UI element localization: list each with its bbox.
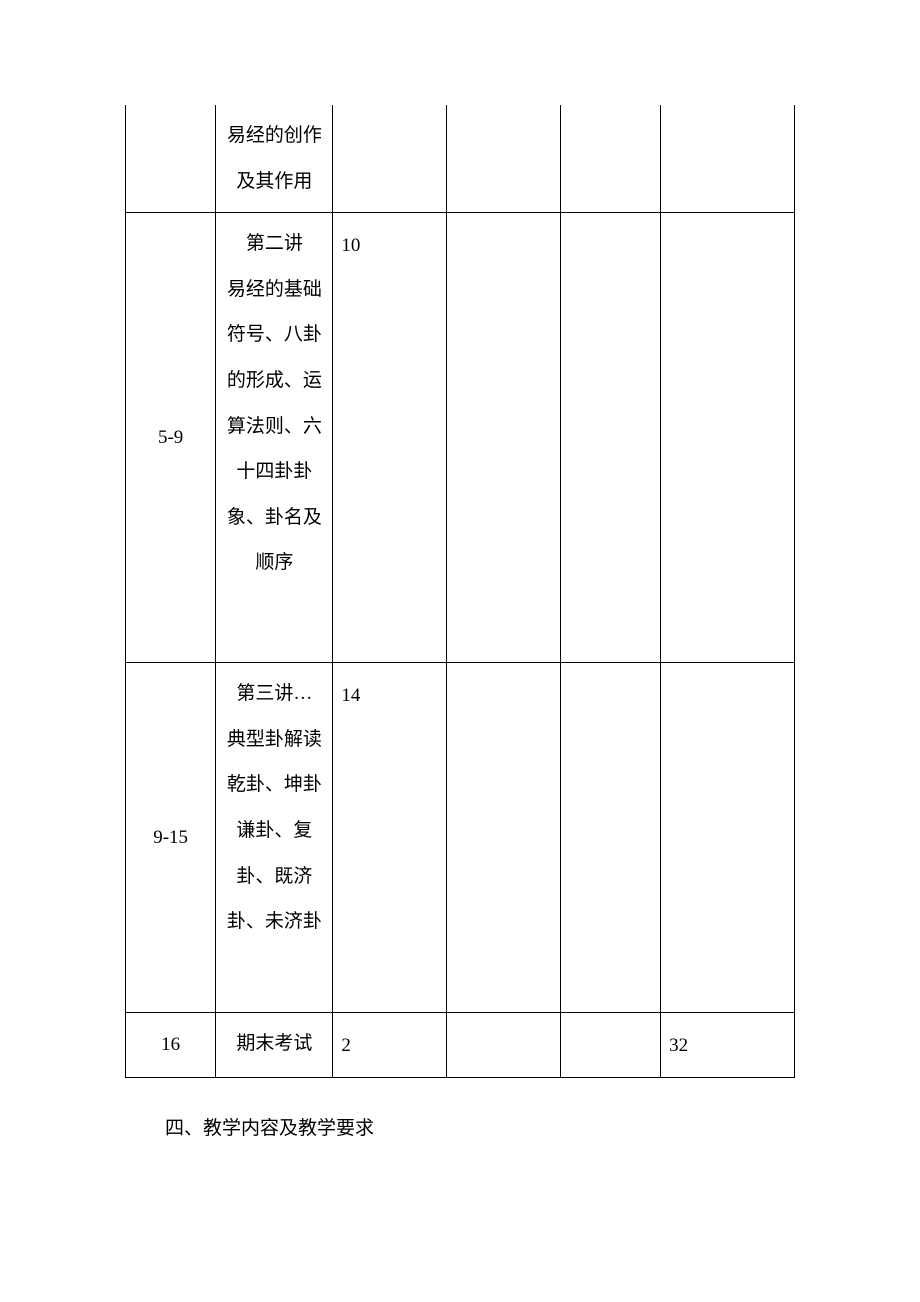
cell-hours: 14 [333, 663, 447, 1013]
cell-hours: 10 [333, 213, 447, 663]
table-row: 16 期末考试 2 32 [126, 1013, 795, 1078]
cell-empty [661, 105, 795, 213]
cell-content: 第二讲易经的基础符号、八卦的形成、运算法则、六十四卦卦象、卦名及顺序 [216, 213, 333, 663]
cell-empty [447, 213, 561, 663]
cell-empty [560, 213, 660, 663]
cell-empty [447, 663, 561, 1013]
cell-total: 32 [661, 1013, 795, 1078]
cell-empty [560, 663, 660, 1013]
cell-text: 9-15 [153, 827, 188, 848]
cell-text: 5-9 [158, 427, 183, 448]
cell-text: 第二讲易经的基础符号、八卦的形成、运算法则、六十四卦卦象、卦名及顺序 [222, 221, 326, 586]
heading-text: 四、教学内容及教学要求 [165, 1118, 374, 1139]
section-heading: 四、教学内容及教学要求 [165, 1110, 795, 1148]
table-row: 易经的创作及其作用 [126, 105, 795, 213]
cell-text: 期末考试 [222, 1021, 326, 1067]
cell-text: 第三讲…典型卦解读乾卦、坤卦谦卦、复卦、既济卦、未济卦 [222, 671, 326, 945]
cell-week: 16 [126, 1013, 216, 1078]
table-row: 9-15 第三讲…典型卦解读乾卦、坤卦谦卦、复卦、既济卦、未济卦 14 [126, 663, 795, 1013]
table-row: 5-9 第二讲易经的基础符号、八卦的形成、运算法则、六十四卦卦象、卦名及顺序 1… [126, 213, 795, 663]
cell-text: 易经的创作及其作用 [222, 113, 326, 204]
cell-content: 期末考试 [216, 1013, 333, 1078]
cell-empty [560, 105, 660, 213]
cell-content: 第三讲…典型卦解读乾卦、坤卦谦卦、复卦、既济卦、未济卦 [216, 663, 333, 1013]
cell-text: 10 [341, 235, 360, 256]
cell-empty [447, 1013, 561, 1078]
page-container: 易经的创作及其作用 5-9 第二讲易经的基础符号、八卦的形成、运算法则、六十四卦… [0, 0, 920, 1208]
cell-week [126, 105, 216, 213]
schedule-table: 易经的创作及其作用 5-9 第二讲易经的基础符号、八卦的形成、运算法则、六十四卦… [125, 105, 795, 1078]
cell-hours: 2 [333, 1013, 447, 1078]
cell-empty [447, 105, 561, 213]
cell-empty [560, 1013, 660, 1078]
cell-hours [333, 105, 447, 213]
cell-empty [661, 213, 795, 663]
cell-text: 32 [669, 1035, 688, 1056]
cell-text: 2 [341, 1035, 351, 1056]
cell-week: 9-15 [126, 663, 216, 1013]
cell-text: 16 [161, 1034, 180, 1055]
cell-week: 5-9 [126, 213, 216, 663]
cell-content: 易经的创作及其作用 [216, 105, 333, 213]
cell-empty [661, 663, 795, 1013]
cell-text: 14 [341, 685, 360, 706]
